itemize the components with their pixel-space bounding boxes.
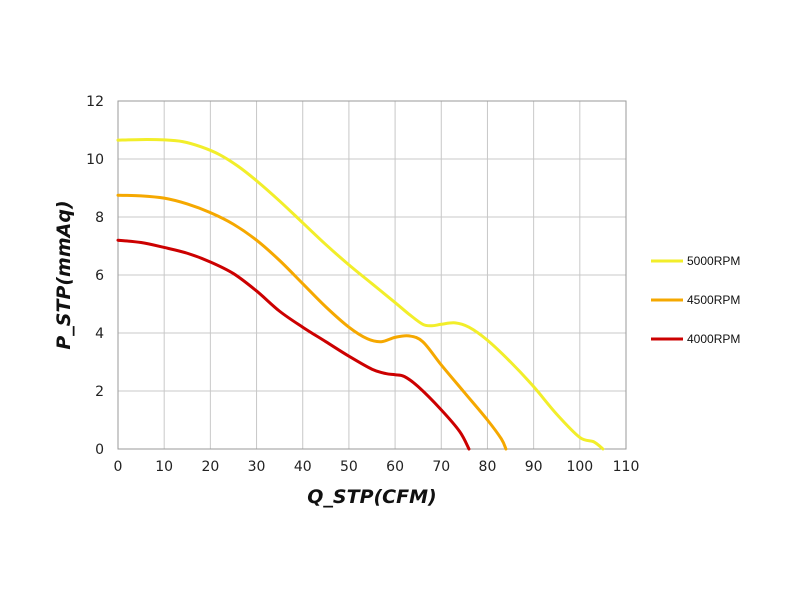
x-tick-label: 20 [201, 459, 219, 475]
x-tick-label: 100 [566, 459, 593, 475]
y-tick-labels: 0 2 4 6 8 10 12 [86, 94, 104, 458]
series-lines [116, 138, 605, 451]
x-tick-label: 40 [294, 459, 312, 475]
x-tick-label: 110 [613, 459, 640, 475]
y-tick-label: 4 [95, 326, 104, 342]
plot-area [117, 100, 627, 450]
y-tick-label: 2 [95, 384, 104, 400]
x-tick-label: 0 [114, 459, 123, 475]
x-tick-labels: 0 10 20 30 40 50 60 70 80 90 100 110 [114, 459, 640, 475]
legend: 5000RPM 4500RPM 4000RPM [651, 254, 740, 346]
y-tick-label: 10 [86, 152, 104, 168]
y-tick-label: 6 [95, 268, 104, 284]
legend-label-5000rpm: 5000RPM [687, 254, 740, 268]
x-tick-label: 60 [386, 459, 404, 475]
series-line-5000rpm [116, 138, 605, 451]
y-tick-label: 8 [95, 210, 104, 226]
x-tick-label: 10 [155, 459, 173, 475]
series-line-4000rpm [116, 238, 471, 451]
grid [117, 100, 627, 450]
x-tick-label: 70 [432, 459, 450, 475]
series-line-4500rpm [116, 193, 508, 451]
x-axis-title: Q_STP(CFM) [307, 486, 436, 508]
x-tick-label: 50 [340, 459, 358, 475]
x-tick-label: 80 [479, 459, 497, 475]
legend-label-4500rpm: 4500RPM [687, 293, 740, 307]
x-tick-label: 30 [248, 459, 266, 475]
y-tick-label: 12 [86, 94, 104, 110]
x-tick-label: 90 [525, 459, 543, 475]
y-tick-label: 0 [95, 442, 104, 458]
legend-label-4000rpm: 4000RPM [687, 332, 740, 346]
y-axis-title: P_STP(mmAq) [53, 200, 75, 349]
